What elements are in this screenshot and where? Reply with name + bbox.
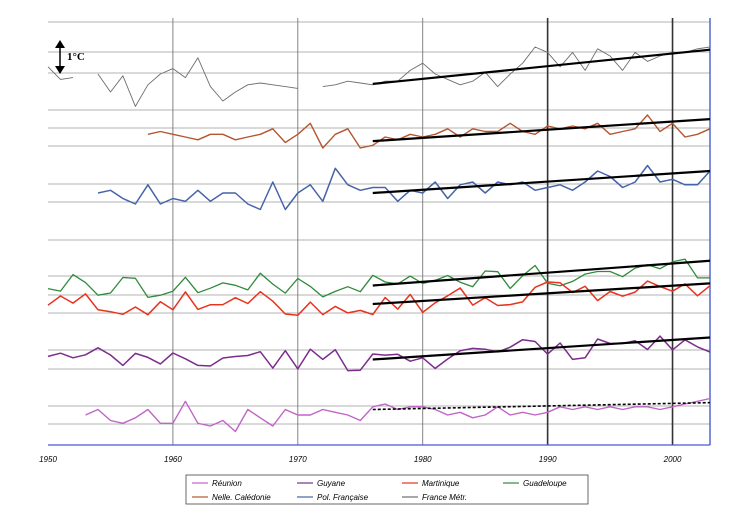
x-tick-label: 1990 <box>539 455 557 464</box>
scale-arrow-down-icon <box>55 66 65 74</box>
trend-line-3 <box>372 259 711 287</box>
legend-label: Réunion <box>212 479 242 488</box>
x-tick-label: 1980 <box>414 455 432 464</box>
legend-label: Pol. Française <box>317 493 369 502</box>
legend-label: Martinique <box>422 479 460 488</box>
trend-line-2 <box>372 169 711 195</box>
legend-label: Guadeloupe <box>523 479 567 488</box>
series-line-2 <box>97 164 711 211</box>
x-tick-label: 1970 <box>289 455 307 464</box>
legend-label: Guyane <box>317 479 346 488</box>
scale-label: 1°C <box>67 51 85 63</box>
series-line-3 <box>47 258 711 299</box>
legend-box <box>185 474 589 505</box>
series-line-5 <box>47 335 711 372</box>
legend-label: Nelle. Calédonie <box>212 493 271 502</box>
x-tick-label: 2000 <box>663 455 682 464</box>
legend-label: France Métr. <box>422 493 467 502</box>
trend-line-1 <box>372 118 711 143</box>
x-tick-label: 1950 <box>39 455 57 464</box>
series-line-6 <box>85 397 711 433</box>
x-tick-label: 1960 <box>164 455 182 464</box>
series-line-0 <box>47 46 711 107</box>
trend-line-5 <box>372 336 711 361</box>
trend-line-4 <box>372 282 711 306</box>
trend-line-6 <box>372 401 711 411</box>
series-line-4 <box>47 280 711 317</box>
series-line-1 <box>147 114 711 149</box>
scale-arrow-up-icon <box>55 40 65 48</box>
trend-line-0 <box>372 48 711 85</box>
